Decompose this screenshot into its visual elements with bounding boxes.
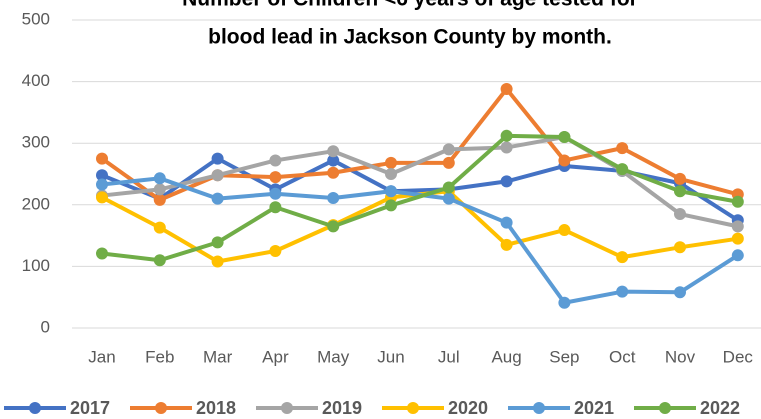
y-tick-label: 100 (22, 256, 50, 275)
point (96, 178, 108, 191)
y-tick-label: 0 (41, 317, 50, 336)
legend-marker (407, 402, 419, 414)
point (731, 249, 744, 262)
point (674, 208, 686, 221)
point (96, 191, 108, 204)
y-tick-label: 400 (22, 71, 50, 90)
series-line (101, 156, 739, 222)
point (731, 220, 744, 233)
point (558, 131, 571, 144)
point (211, 236, 224, 249)
point (153, 254, 166, 267)
x-tick-label: Sep (549, 347, 579, 366)
point (153, 183, 166, 196)
x-tick-label: May (317, 347, 350, 366)
point (500, 216, 513, 229)
x-tick-label: Jul (438, 347, 460, 366)
legend-marker (533, 402, 545, 414)
point (211, 192, 224, 205)
point (500, 238, 513, 251)
series-line (101, 133, 739, 263)
point (616, 163, 629, 176)
point (674, 172, 686, 185)
point (616, 251, 629, 264)
y-tick-label: 300 (22, 133, 50, 152)
point (385, 168, 397, 180)
point (269, 171, 282, 184)
point (558, 154, 571, 167)
legend-label: 2022 (700, 398, 740, 418)
point (558, 296, 571, 309)
point (211, 169, 224, 182)
point (327, 154, 340, 167)
point (96, 247, 108, 260)
x-tick-label: Apr (262, 347, 289, 366)
x-tick-label: Nov (665, 347, 696, 366)
legend-marker (659, 402, 671, 414)
legend-label: 2021 (574, 398, 614, 418)
point (153, 172, 166, 185)
point (96, 169, 108, 182)
point (327, 192, 340, 205)
x-tick-label: Aug (491, 347, 521, 366)
point (385, 199, 397, 212)
x-tick-label: Dec (723, 347, 754, 366)
chart-title: blood lead in Jackson County by month. (208, 26, 612, 49)
point (442, 143, 455, 156)
point (442, 156, 455, 169)
point (616, 285, 629, 298)
point (327, 220, 340, 233)
point (269, 154, 282, 167)
point (500, 175, 513, 188)
point (442, 181, 455, 194)
point (674, 286, 686, 299)
legend-marker (155, 402, 167, 414)
point (269, 245, 282, 257)
y-tick-label: 500 (22, 9, 50, 28)
chart-title: Number of Children <6 years of age teste… (182, 0, 638, 11)
point (674, 241, 686, 254)
legend-marker (29, 402, 41, 414)
point (674, 185, 686, 198)
point (500, 129, 513, 142)
point (269, 201, 282, 214)
series-line (100, 86, 739, 202)
x-tick-label: Feb (145, 347, 174, 366)
point (269, 187, 282, 200)
point (500, 82, 513, 95)
legend-label: 2019 (322, 398, 362, 418)
x-tick-label: Jun (377, 347, 404, 366)
point (211, 255, 224, 268)
series-line (101, 135, 739, 229)
point (211, 152, 224, 165)
point (500, 141, 513, 154)
x-tick-label: Jan (88, 347, 115, 366)
series-line (101, 189, 739, 264)
point (96, 152, 108, 165)
legend-label: 2017 (70, 398, 110, 418)
legend-marker (281, 402, 293, 414)
x-tick-label: Oct (609, 347, 636, 366)
x-tick-label: Mar (203, 347, 233, 366)
point (385, 156, 397, 169)
point (442, 192, 455, 205)
point (153, 221, 166, 234)
point (616, 142, 629, 155)
point (731, 232, 744, 245)
point (385, 185, 397, 198)
point (327, 145, 340, 158)
point (731, 195, 744, 208)
legend-label: 2018 (196, 398, 236, 418)
y-tick-label: 200 (22, 194, 50, 213)
point (153, 193, 166, 206)
legend-label: 2020 (448, 398, 488, 418)
point (558, 224, 571, 237)
point (327, 166, 340, 179)
